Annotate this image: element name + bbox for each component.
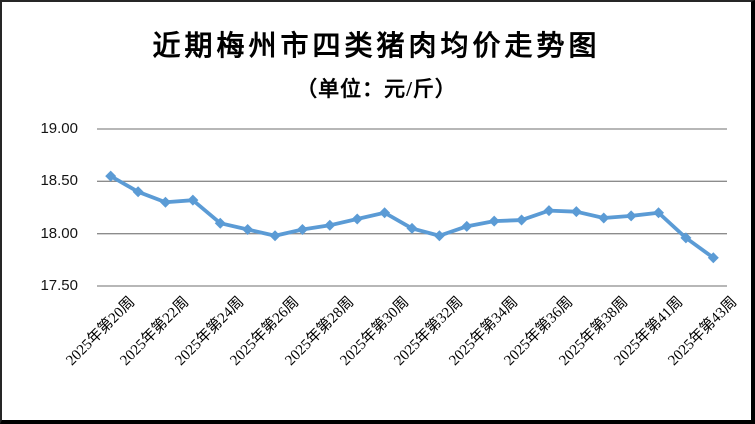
y-axis-tick-label: 18.50: [40, 172, 78, 190]
chart-title: 近期梅州市四类猪肉均价走势图: [152, 31, 601, 62]
data-point-marker: [242, 223, 254, 235]
data-point-marker: [132, 186, 144, 198]
data-point-marker: [324, 219, 336, 231]
data-point-marker: [187, 194, 199, 206]
data-point-marker: [351, 213, 363, 225]
data-point-marker: [625, 210, 637, 222]
data-point-marker: [570, 206, 582, 218]
data-point-marker: [707, 252, 719, 264]
data-point-marker: [516, 214, 528, 226]
data-point-marker: [598, 212, 610, 224]
y-axis-tick-label: 19.00: [40, 120, 78, 137]
data-point-marker: [296, 223, 308, 235]
data-point-marker: [159, 196, 171, 208]
data-point-marker: [406, 222, 418, 234]
data-point-marker: [488, 215, 500, 227]
price-line-series: [108, 174, 716, 260]
data-point-marker: [433, 230, 445, 242]
data-point-marker: [543, 205, 555, 217]
data-point-marker: [214, 217, 226, 229]
data-point-marker: [269, 230, 281, 242]
line-chart-plot-area: [97, 128, 727, 287]
chart-subtitle: （单位：元/斤）: [296, 77, 457, 101]
data-point-marker: [461, 220, 473, 232]
y-axis-tick-label: 17.50: [40, 277, 78, 294]
y-axis-tick-label: 18.00: [40, 224, 78, 242]
data-point-marker: [680, 232, 692, 244]
data-point-marker: [105, 170, 117, 182]
data-point-marker: [653, 207, 665, 219]
data-point-marker: [379, 207, 391, 219]
